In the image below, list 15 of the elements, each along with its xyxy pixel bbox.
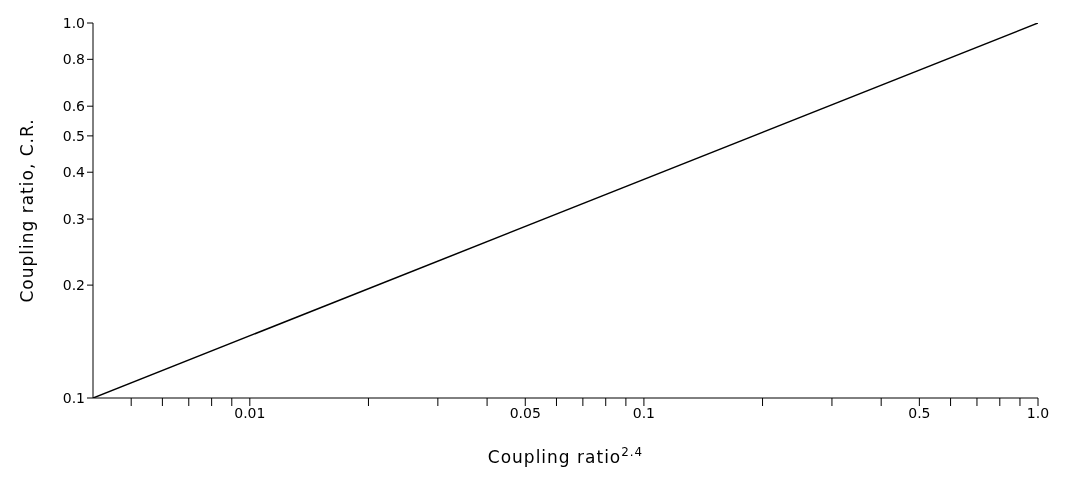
x-tick-label: 0.1 — [632, 404, 656, 421]
x-axis-title: Coupling ratio$^{2.4}$ — [487, 445, 644, 467]
y-tick-label: 0.2 — [62, 277, 85, 294]
x-tick-label: 0.5 — [908, 404, 931, 421]
x-tick-label: 0.01 — [234, 404, 266, 421]
y-tick-label: 0.3 — [62, 211, 85, 228]
y-tick-label: 0.6 — [62, 98, 86, 115]
y-axis-title: Coupling ratio, C.R. — [17, 118, 37, 303]
x-tick-label: 1.0 — [1026, 404, 1050, 421]
y-tick-label: 1.0 — [62, 14, 85, 31]
y-tick-label: 0.1 — [62, 389, 85, 406]
x-tick-label: 0.05 — [509, 404, 541, 421]
y-tick-label: 0.4 — [62, 164, 86, 181]
y-tick-label: 0.5 — [62, 127, 85, 144]
y-tick-label: 0.8 — [62, 51, 85, 68]
